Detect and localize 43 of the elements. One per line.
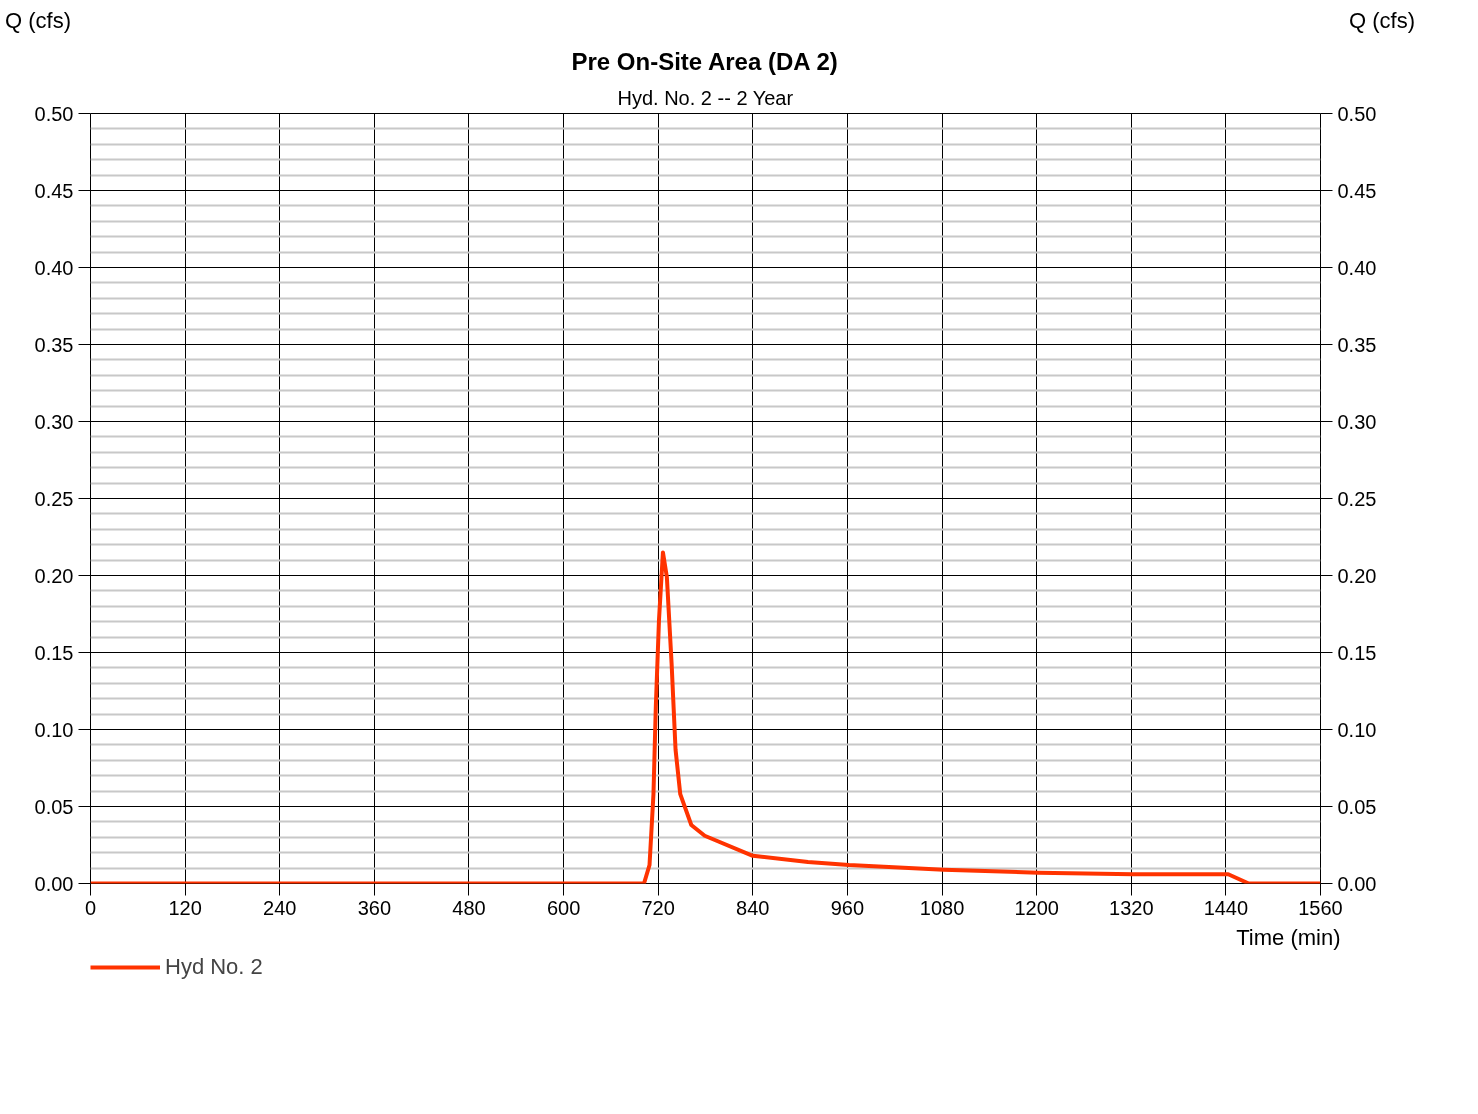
x-tick-label: 1320 [1109, 896, 1154, 919]
x-tick-label: 0 [84, 896, 97, 919]
y2-tick-label: 0.40 [1337, 256, 1377, 279]
x-tick-label: 1440 [1203, 896, 1249, 919]
x-tick-label: 360 [357, 896, 392, 919]
line-series [90, 550, 1321, 884]
y-tick-label: 0.05 [34, 795, 74, 818]
y2-tick-label: 0.00 [1337, 872, 1377, 895]
x-tick-label: 240 [263, 896, 297, 919]
x-tick-label: 1560 [1298, 896, 1343, 919]
y2label: Q (cfs) [1349, 7, 1415, 35]
ylabel: Q (cfs) [5, 7, 71, 35]
x-tick-label: 120 [168, 896, 202, 919]
y-tick-label: 0.10 [34, 718, 74, 741]
x-tick-label: 1080 [919, 896, 965, 919]
chart-subtitle: Hyd. No. 2 -- 2 Year [617, 86, 794, 109]
y-tick-label: 0.35 [34, 333, 74, 356]
y-tick-label: 0.15 [34, 641, 74, 664]
x-tick-label: 1200 [1014, 896, 1059, 919]
y-tick-label: 0.30 [34, 410, 74, 433]
y-tick-label: 0.00 [34, 872, 74, 895]
y2-tick-label: 0.35 [1337, 333, 1377, 356]
x-tick-label: 720 [641, 896, 675, 919]
y-tick-label: 0.40 [34, 256, 74, 279]
x-axis-title: Time (min) [1236, 924, 1341, 950]
y-tick-label: 0.50 [34, 102, 74, 125]
chart-title: Pre On-Site Area (DA 2) [571, 47, 838, 75]
y-tick-label: 0.45 [34, 179, 74, 202]
y2-tick-label: 0.10 [1337, 718, 1377, 741]
x-tick-label: 840 [736, 896, 770, 919]
y2-tick-label: 0.30 [1337, 410, 1377, 433]
y2-tick-label: 0.05 [1337, 795, 1377, 818]
y2-tick-label: 0.20 [1337, 564, 1377, 587]
y2-tick-label: 0.50 [1337, 102, 1377, 125]
x-tick-label: 480 [452, 896, 486, 919]
y-tick-label: 0.25 [34, 487, 74, 510]
y2-tick-label: 0.15 [1337, 641, 1377, 664]
x-tick-label: 960 [830, 896, 865, 919]
y2-tick-label: 0.25 [1337, 487, 1377, 510]
x-tick-label: 600 [546, 896, 581, 919]
legend-label: Hyd No. 2 [165, 954, 263, 980]
y-tick-label: 0.20 [34, 564, 74, 587]
y2-tick-label: 0.45 [1337, 179, 1377, 202]
